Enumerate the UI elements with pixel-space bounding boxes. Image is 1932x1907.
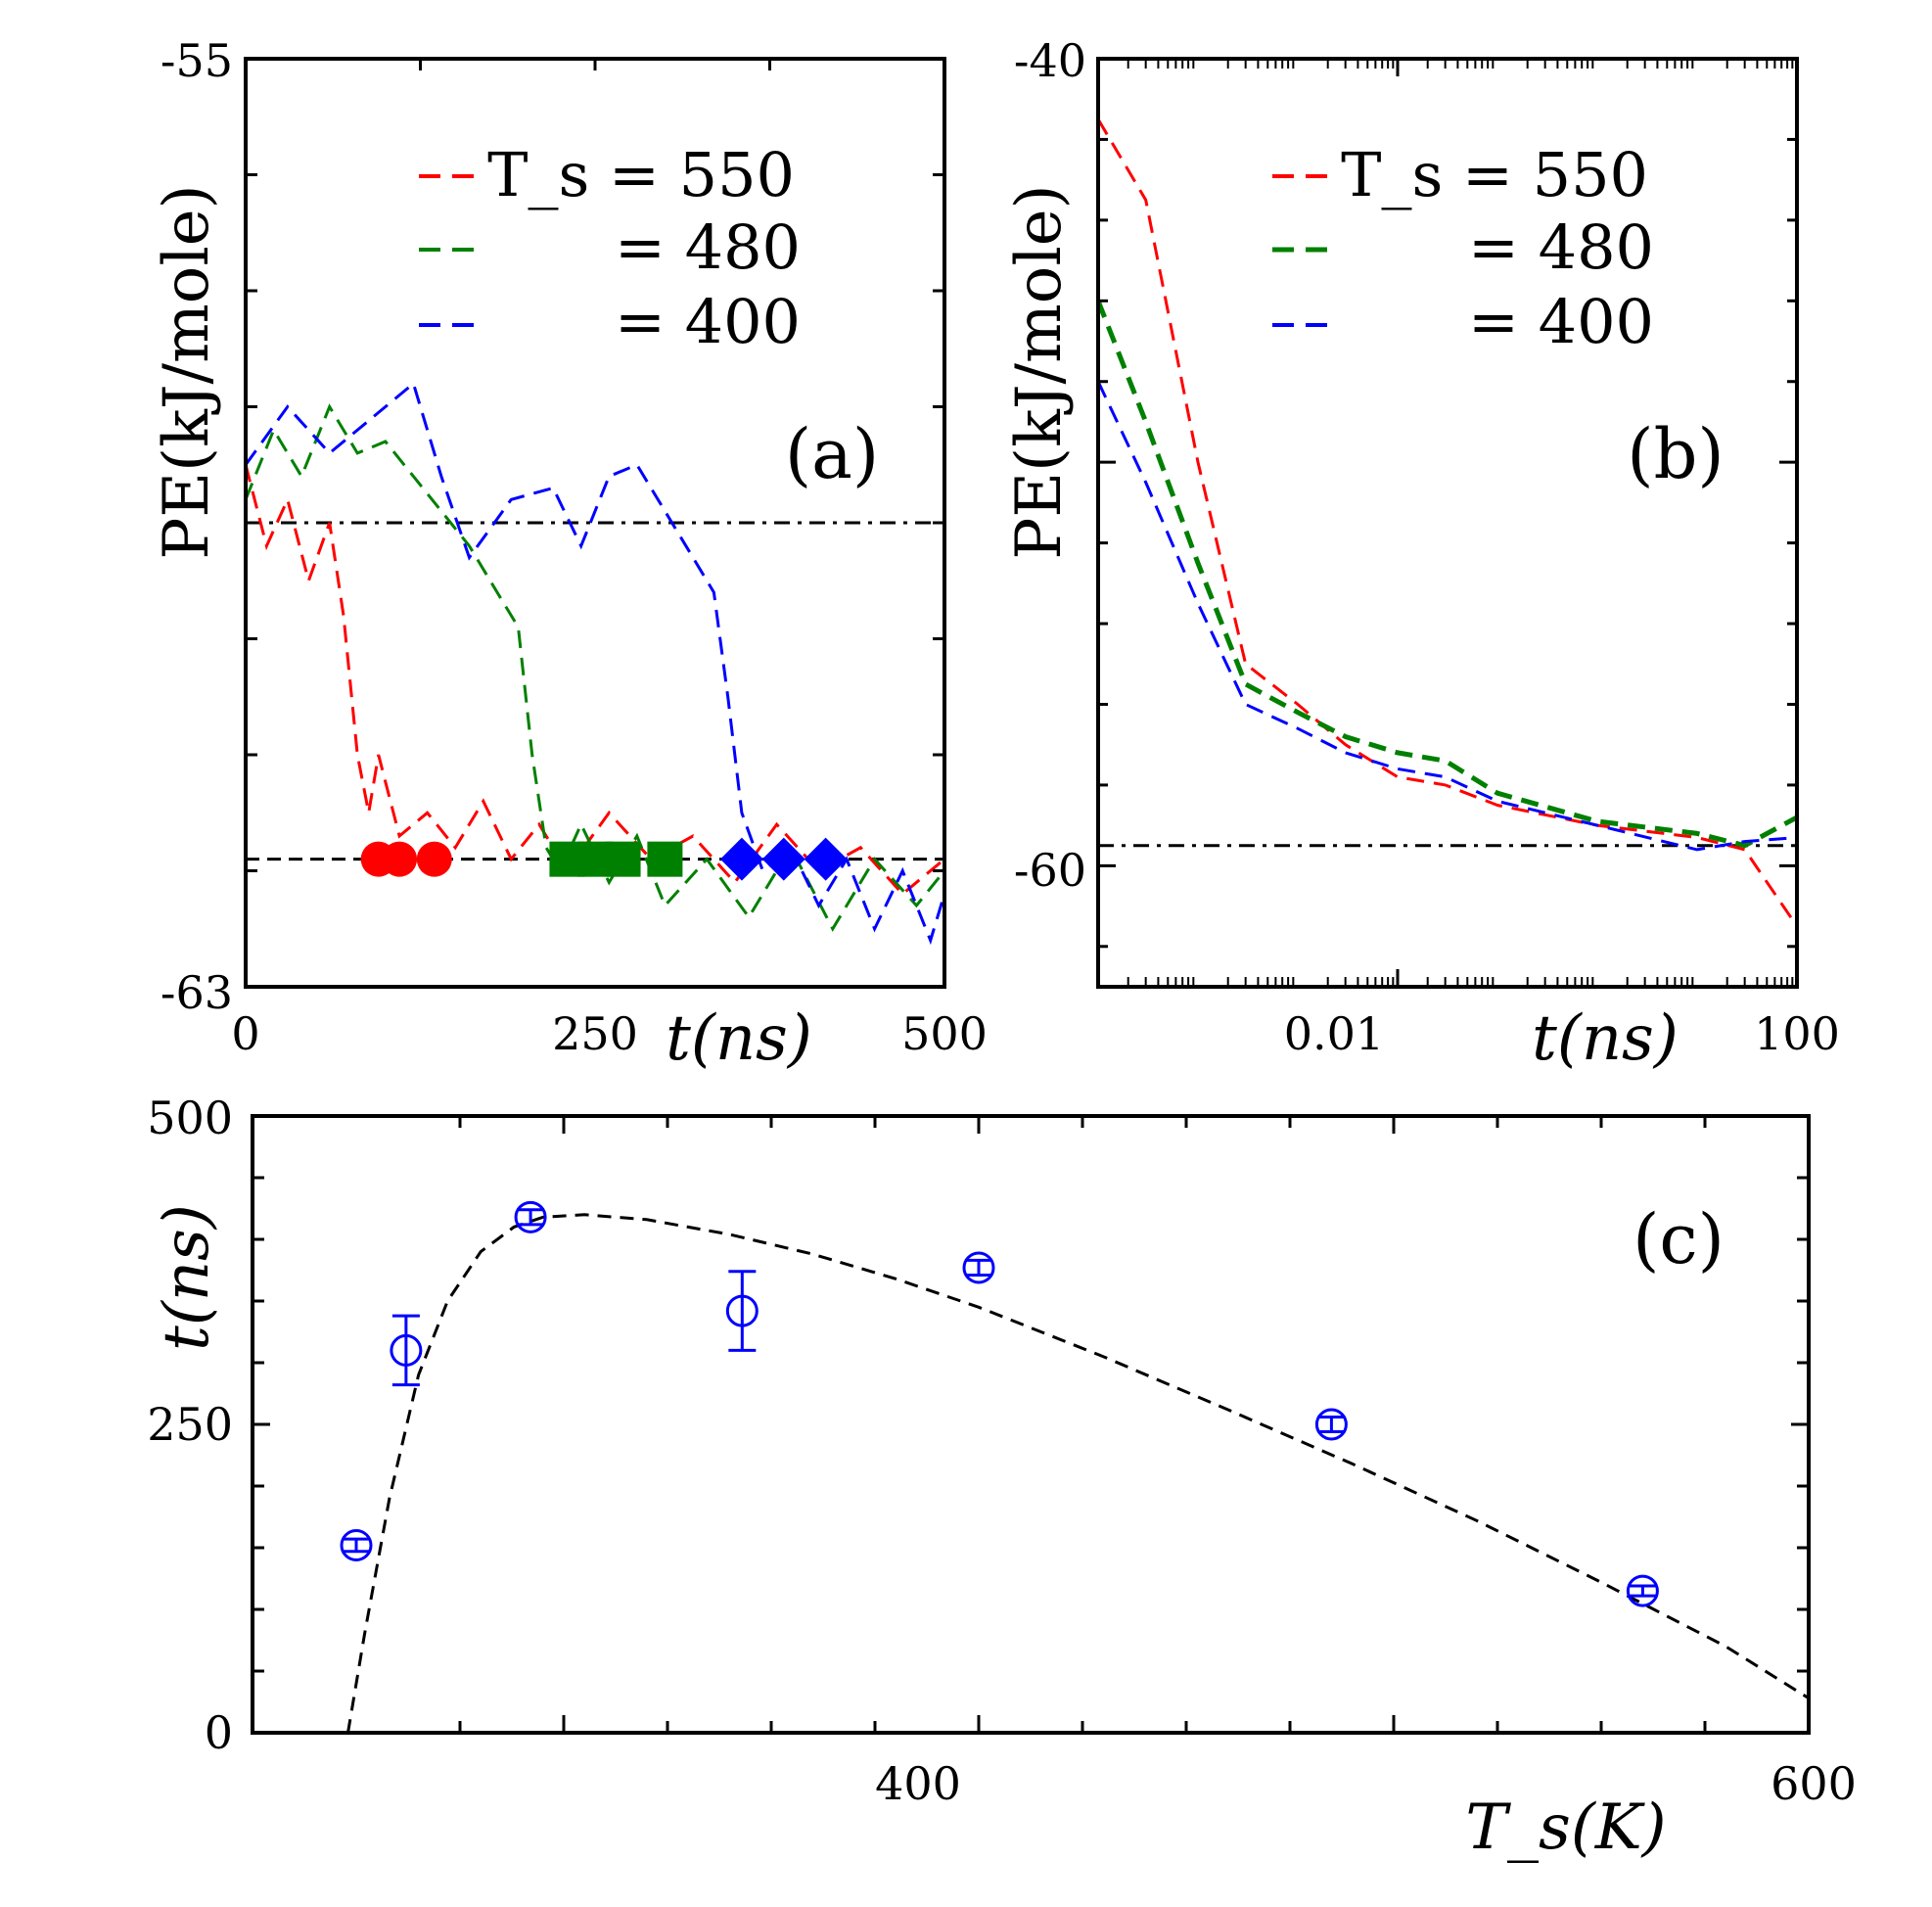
panel-a-tag: (a): [785, 414, 879, 494]
panel-a-legend-label-550: T_s = 550: [487, 139, 795, 210]
panel-c-ylabel: t(ns): [151, 1204, 223, 1351]
panel-a-legend-label-400: = 400: [615, 286, 801, 357]
panel-c-xlabel: T_s(K): [1465, 1791, 1666, 1864]
panel-c-data-point-6: [1626, 1574, 1659, 1607]
panel-b-series-line-2: [1096, 381, 1798, 852]
panel-a-xtick-label-0: 0: [231, 1007, 259, 1060]
panel-a-data: [244, 381, 946, 946]
panel-c-data: [340, 1200, 1810, 1734]
panel-c-frame: [251, 1114, 1811, 1735]
panel-a-marker-0-2: [416, 841, 452, 877]
panel-b-series-line-0: [1096, 118, 1799, 928]
panel-a-marker-1-3: [647, 841, 683, 877]
panel-a-legend: T_s = 550 = 480 = 400: [419, 139, 801, 357]
panel-c-ytick-label-500: 500: [147, 1092, 233, 1144]
panel-b-legend: T_s = 550 = 480 = 400: [1272, 139, 1654, 357]
panel-c-data-point-1: [390, 1333, 423, 1367]
panel-b-xtick-label-001: 0.01: [1284, 1007, 1384, 1060]
panel-b-xlabel: t(ns): [1532, 1002, 1679, 1075]
panel-a-xtick-label-250: 250: [552, 1007, 638, 1060]
panel-c-ytick-label-0: 0: [205, 1706, 233, 1759]
panel-a: -55 -63 0 250 500 t(ns) PE(kJ/mole) (a) …: [151, 34, 988, 1075]
panel-a-marker-2-1: [761, 837, 805, 881]
panel-a-xlabel: t(ns): [666, 1002, 812, 1075]
panel-c-data-point-3: [725, 1294, 759, 1327]
panel-a-ylabel: PE(kJ/mole): [151, 184, 223, 559]
panel-b-legend-label-400: = 400: [1468, 286, 1654, 357]
panel-a-ytick-label-top: -55: [161, 34, 233, 87]
panel-b: -40 -60 0.01 100 t(ns) PE(kJ/mole) (b) T…: [1003, 34, 1840, 1075]
panel-b-tag: (b): [1627, 414, 1724, 494]
panel-c-data-point-0: [340, 1528, 373, 1561]
panel-a-marker-2-0: [719, 837, 763, 881]
panel-a-series-line-1: [244, 403, 946, 932]
panel-b-ylabel: PE(kJ/mole): [1003, 184, 1076, 559]
panel-c-xtick-label-600: 600: [1771, 1757, 1857, 1810]
panel-c-fit-line: [346, 1213, 1810, 1734]
panel-c-tag: (c): [1633, 1199, 1725, 1279]
panel-b-xtick-label-100: 100: [1754, 1007, 1840, 1060]
panel-c: 500 250 0 400 600 T_s(K) t(ns) (c): [147, 1092, 1857, 1864]
panel-c-data-point-4: [962, 1251, 995, 1284]
panel-c-data-point-2: [514, 1200, 547, 1233]
panel-b-legend-label-550: T_s = 550: [1341, 139, 1648, 210]
panel-a-marker-1-2: [605, 841, 641, 877]
panel-c-data-point-5: [1314, 1408, 1348, 1441]
panel-a-series-line-0: [244, 464, 945, 897]
panel-a-xtick-label-500: 500: [901, 1007, 988, 1060]
panel-b-series-line-1: [1095, 300, 1799, 849]
panel-b-data: [1095, 118, 1799, 928]
panel-c-ticks: [253, 1116, 1809, 1733]
panel-b-ytick-label-60: -60: [1014, 844, 1086, 897]
panel-a-legend-label-480: = 480: [615, 211, 801, 283]
panel-b-legend-label-480: = 480: [1468, 211, 1654, 283]
panel-a-marker-0-1: [382, 841, 418, 877]
panel-a-marker-2-2: [804, 837, 848, 881]
panel-b-ytick-label-top: -40: [1014, 34, 1086, 87]
panel-c-xtick-label-400: 400: [875, 1757, 961, 1810]
panel-a-frame: [244, 57, 946, 989]
panel-c-ytick-label-250: 250: [147, 1398, 233, 1451]
panel-a-ytick-label-bottom: -63: [161, 966, 233, 1019]
panel-b-frame: [1096, 57, 1799, 989]
